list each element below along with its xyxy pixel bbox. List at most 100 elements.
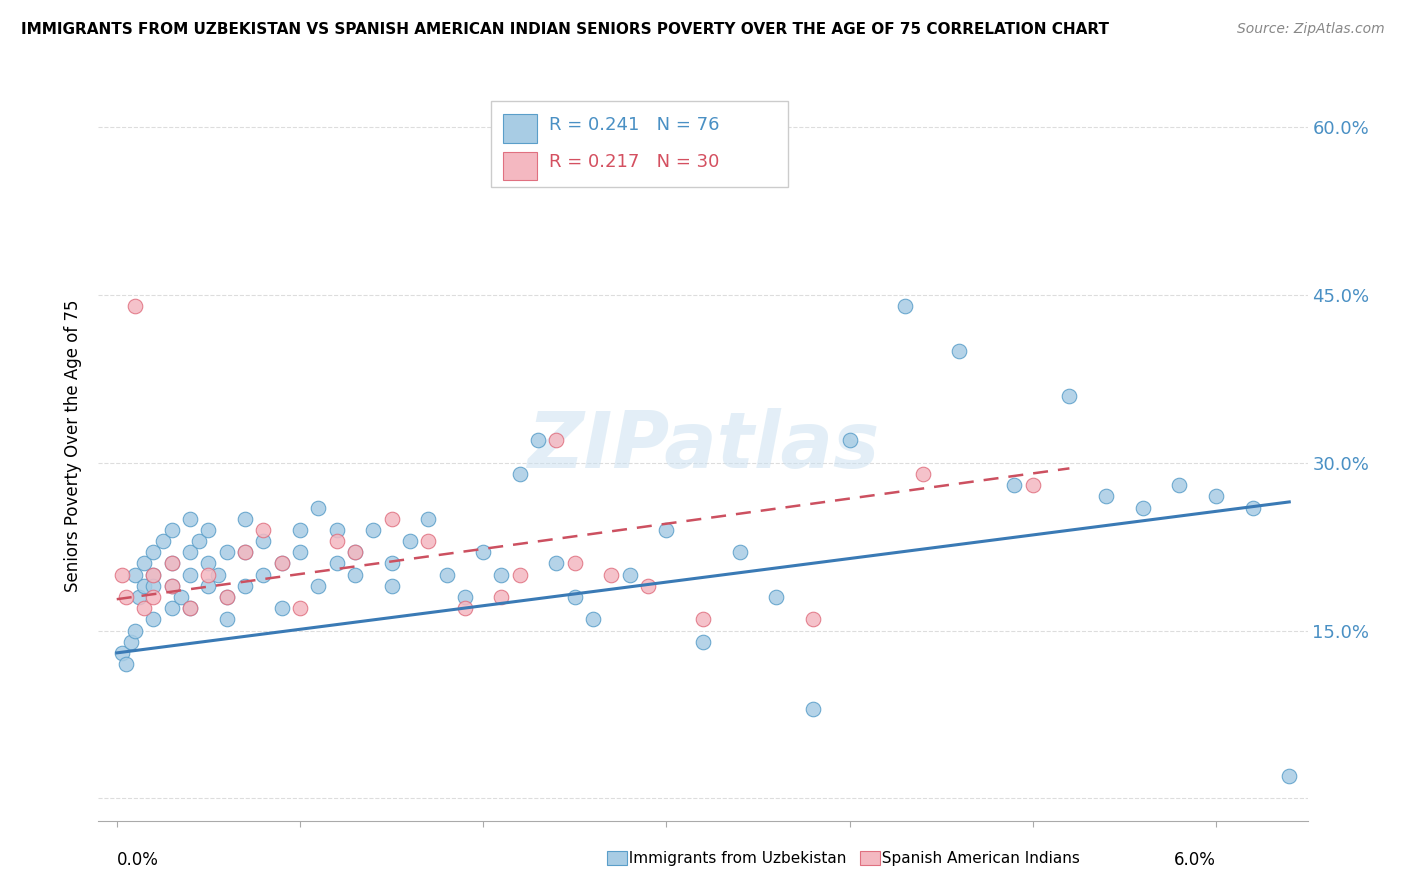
Point xyxy=(179,567,201,582)
Point xyxy=(564,590,586,604)
Point xyxy=(325,523,347,537)
Point xyxy=(152,534,174,549)
Point xyxy=(179,601,201,615)
Point xyxy=(128,590,150,604)
Point xyxy=(233,545,256,559)
Point xyxy=(115,657,138,671)
FancyBboxPatch shape xyxy=(503,114,537,143)
Point xyxy=(142,567,165,582)
Point xyxy=(160,557,183,571)
Point xyxy=(637,579,659,593)
Text: 6.0%: 6.0% xyxy=(1174,851,1216,869)
Point xyxy=(142,579,165,593)
Text: Source: ZipAtlas.com: Source: ZipAtlas.com xyxy=(1237,22,1385,37)
Point xyxy=(948,343,970,358)
Point xyxy=(124,299,146,313)
Point xyxy=(1241,500,1264,515)
Point xyxy=(765,590,787,604)
Point xyxy=(454,601,477,615)
Point xyxy=(142,590,165,604)
Point xyxy=(215,590,238,604)
Point xyxy=(270,557,292,571)
Y-axis label: Seniors Poverty Over the Age of 75: Seniors Poverty Over the Age of 75 xyxy=(65,300,83,592)
Point xyxy=(1004,478,1026,492)
Point xyxy=(179,545,201,559)
Point xyxy=(252,567,274,582)
Point xyxy=(124,567,146,582)
Point xyxy=(380,511,402,525)
Point xyxy=(160,579,183,593)
Point xyxy=(215,612,238,626)
Point xyxy=(546,557,568,571)
Point xyxy=(307,500,329,515)
Point xyxy=(655,523,678,537)
Point xyxy=(361,523,384,537)
Point xyxy=(1278,769,1301,783)
Point xyxy=(801,702,824,716)
Point xyxy=(1059,389,1081,403)
Point xyxy=(233,579,256,593)
Point xyxy=(491,590,513,604)
Point xyxy=(692,612,714,626)
Point xyxy=(270,601,292,615)
Point xyxy=(188,534,211,549)
Point xyxy=(197,557,219,571)
Point xyxy=(343,567,366,582)
Point xyxy=(270,557,292,571)
Point xyxy=(233,511,256,525)
Point xyxy=(120,634,142,648)
Point xyxy=(307,579,329,593)
Point xyxy=(509,467,531,481)
Point xyxy=(1095,489,1118,503)
FancyBboxPatch shape xyxy=(492,102,787,187)
Point xyxy=(207,567,229,582)
Point xyxy=(288,523,311,537)
Point xyxy=(380,557,402,571)
Point xyxy=(1205,489,1227,503)
Point xyxy=(418,511,440,525)
Point xyxy=(115,590,138,604)
Point xyxy=(134,601,156,615)
Point xyxy=(325,557,347,571)
Text: R = 0.217   N = 30: R = 0.217 N = 30 xyxy=(550,153,720,171)
FancyBboxPatch shape xyxy=(607,851,627,865)
Point xyxy=(111,567,134,582)
Point xyxy=(801,612,824,626)
Point xyxy=(142,545,165,559)
Point xyxy=(160,579,183,593)
FancyBboxPatch shape xyxy=(503,152,537,180)
Point xyxy=(142,612,165,626)
Point xyxy=(197,567,219,582)
Point xyxy=(911,467,934,481)
Point xyxy=(179,511,201,525)
Point xyxy=(838,434,860,448)
FancyBboxPatch shape xyxy=(860,851,880,865)
Text: Immigrants from Uzbekistan: Immigrants from Uzbekistan xyxy=(619,851,846,865)
Point xyxy=(170,590,193,604)
Point xyxy=(179,601,201,615)
Point xyxy=(142,567,165,582)
Text: Spanish American Indians: Spanish American Indians xyxy=(872,851,1080,865)
Point xyxy=(1132,500,1154,515)
Point xyxy=(527,434,550,448)
Point xyxy=(160,601,183,615)
Point xyxy=(564,557,586,571)
Point xyxy=(197,523,219,537)
Point xyxy=(233,545,256,559)
Point xyxy=(600,567,623,582)
Point xyxy=(160,557,183,571)
Point xyxy=(215,545,238,559)
Point xyxy=(692,634,714,648)
Text: IMMIGRANTS FROM UZBEKISTAN VS SPANISH AMERICAN INDIAN SENIORS POVERTY OVER THE A: IMMIGRANTS FROM UZBEKISTAN VS SPANISH AM… xyxy=(21,22,1109,37)
Text: R = 0.241   N = 76: R = 0.241 N = 76 xyxy=(550,116,720,135)
Point xyxy=(215,590,238,604)
Text: ZIPatlas: ZIPatlas xyxy=(527,408,879,484)
Point xyxy=(418,534,440,549)
Point xyxy=(509,567,531,582)
Point xyxy=(728,545,751,559)
Point xyxy=(893,299,915,313)
Point xyxy=(252,523,274,537)
Point xyxy=(436,567,458,582)
Point xyxy=(454,590,477,604)
Point xyxy=(343,545,366,559)
